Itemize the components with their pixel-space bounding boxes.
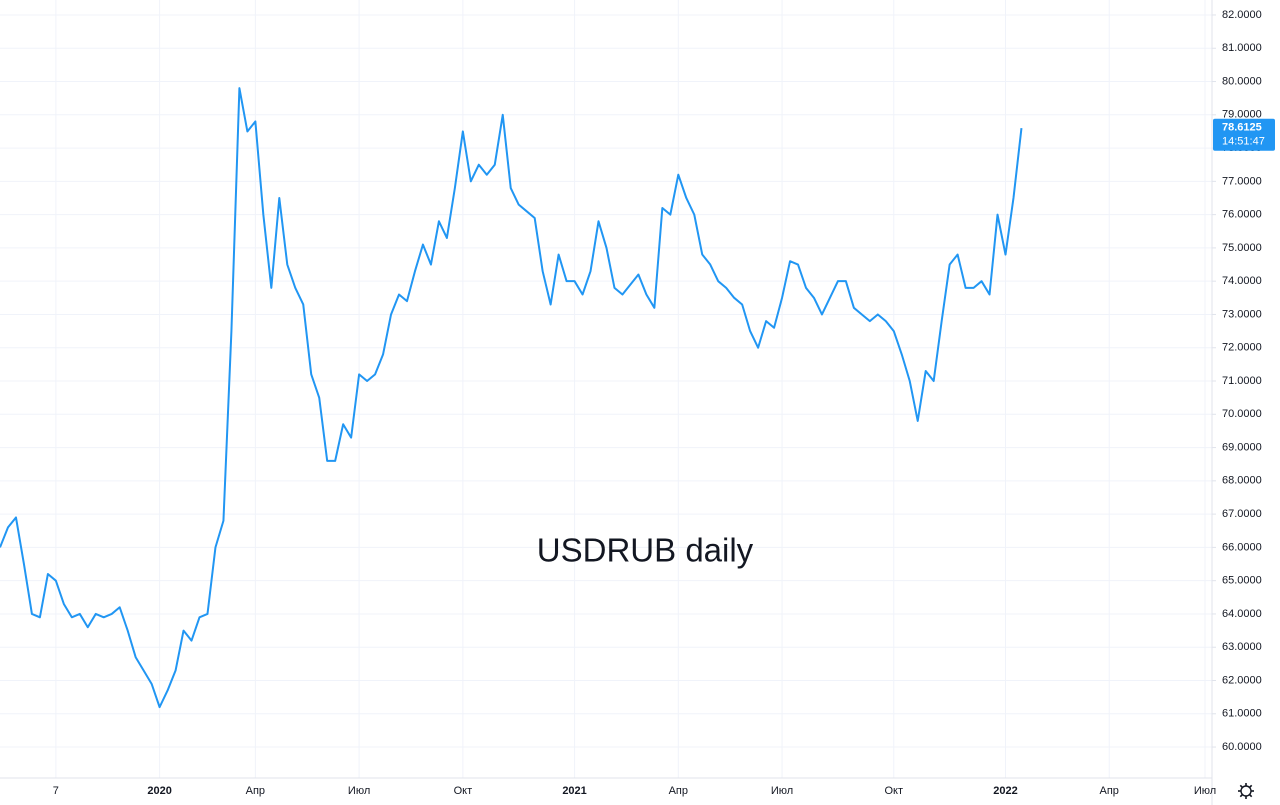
y-tick-label: 67.0000 (1222, 508, 1262, 520)
y-tick-label: 72.0000 (1222, 342, 1262, 354)
x-tick-label: 7 (53, 785, 59, 797)
x-tick-label: Апр (669, 785, 688, 797)
grid (0, 0, 1212, 778)
x-tick-label: Июл (348, 785, 370, 797)
x-tick-label: 2021 (562, 785, 586, 797)
y-tick-label: 62.0000 (1222, 674, 1262, 686)
x-tick-label: 2022 (993, 785, 1017, 797)
price-line (0, 87, 1023, 709)
y-tick-label: 69.0000 (1222, 441, 1262, 453)
y-tick-label: 73.0000 (1222, 308, 1262, 320)
x-tick-label: Апр (246, 785, 265, 797)
settings-icon[interactable] (1238, 783, 1254, 799)
y-tick-label: 76.0000 (1222, 209, 1262, 221)
y-tick-label: 68.0000 (1222, 475, 1262, 487)
y-tick-label: 70.0000 (1222, 408, 1262, 420)
y-tick-label: 66.0000 (1222, 541, 1262, 553)
plot (0, 87, 1023, 709)
y-tick-label: 64.0000 (1222, 608, 1262, 620)
x-tick-label: 2020 (147, 785, 171, 797)
y-tick-label: 81.0000 (1222, 42, 1262, 54)
last-price-time: 14:51:47 (1222, 136, 1265, 148)
x-tick-label: Апр (1100, 785, 1119, 797)
y-tick-label: 75.0000 (1222, 242, 1262, 254)
y-tick-label: 74.0000 (1222, 275, 1262, 287)
y-tick-label: 77.0000 (1222, 175, 1262, 187)
last-price-label: 78.6125 (1222, 122, 1262, 134)
y-tick-label: 65.0000 (1222, 575, 1262, 587)
y-tick-label: 79.0000 (1222, 109, 1262, 121)
annotation: USDRUB daily (537, 532, 754, 569)
y-tick-label: 71.0000 (1222, 375, 1262, 387)
y-tick-label: 80.0000 (1222, 75, 1262, 87)
y-tick-label: 61.0000 (1222, 708, 1262, 720)
x-tick-label: Июл (771, 785, 793, 797)
x-tick-label: Июл (1194, 785, 1216, 797)
y-tick-label: 60.0000 (1222, 741, 1262, 753)
last-price-box (1213, 118, 1275, 151)
y-tick-label: 82.0000 (1222, 9, 1262, 21)
x-tick-label: Окт (885, 785, 904, 797)
x-tick-label: Окт (454, 785, 473, 797)
y-tick-label: 63.0000 (1222, 641, 1262, 653)
